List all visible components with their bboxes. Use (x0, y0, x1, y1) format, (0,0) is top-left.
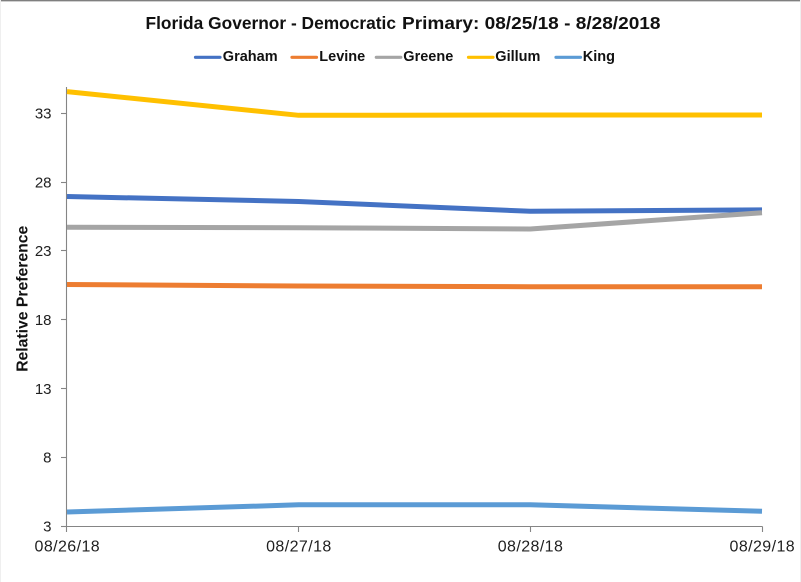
svg-text:28: 28 (35, 174, 52, 191)
svg-text:33: 33 (35, 106, 52, 123)
svg-text:08/26/18: 08/26/18 (35, 539, 100, 556)
svg-text:3: 3 (43, 518, 51, 535)
svg-text:Primary: 08/25/18 - 8/28/2018: Primary: 08/25/18 - 8/28/2018 (402, 13, 661, 33)
svg-text:08/29/18: 08/29/18 (730, 539, 795, 556)
svg-text:King: King (583, 49, 615, 65)
svg-text:Graham: Graham (223, 49, 278, 65)
svg-text:Greene: Greene (403, 49, 453, 65)
svg-text:18: 18 (35, 312, 52, 329)
svg-text:Gillum: Gillum (495, 49, 540, 65)
svg-text:08/27/18: 08/27/18 (266, 539, 331, 556)
svg-text:8: 8 (43, 450, 51, 467)
svg-text:Florida Governor - Democratic: Florida Governor - Democratic (146, 13, 397, 33)
svg-text:13: 13 (35, 381, 52, 398)
svg-text:23: 23 (35, 243, 52, 260)
svg-text:08/28/18: 08/28/18 (498, 539, 563, 556)
svg-text:Levine: Levine (319, 49, 365, 65)
svg-text:Relative Preference: Relative Preference (15, 225, 32, 371)
